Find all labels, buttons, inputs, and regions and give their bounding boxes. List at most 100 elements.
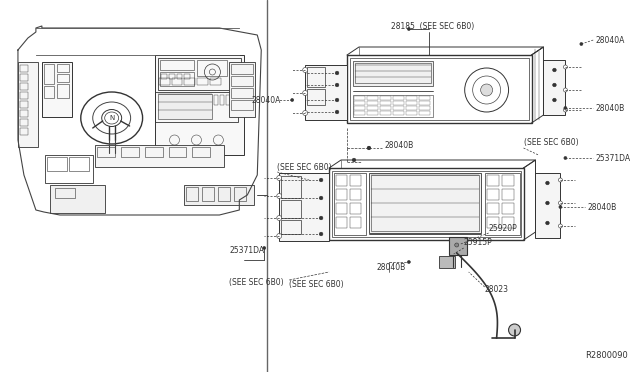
Bar — [184, 185, 254, 205]
Circle shape — [319, 178, 323, 182]
Bar — [20, 101, 28, 108]
Circle shape — [553, 68, 556, 72]
Bar — [486, 189, 499, 200]
Bar — [336, 189, 347, 200]
Bar — [281, 176, 301, 198]
Bar — [543, 60, 565, 115]
Ellipse shape — [102, 109, 122, 126]
Bar — [172, 78, 182, 85]
Bar — [121, 147, 139, 157]
Bar — [350, 203, 361, 214]
Bar — [350, 58, 529, 120]
Bar — [380, 111, 391, 115]
Bar — [369, 173, 481, 233]
Bar — [177, 74, 182, 79]
Text: 28185  (SEE SEC 6B0): 28185 (SEE SEC 6B0) — [391, 22, 474, 31]
Bar — [334, 173, 366, 235]
Bar — [353, 61, 433, 86]
Bar — [44, 86, 54, 98]
Text: (SEE SEC 6B0): (SEE SEC 6B0) — [277, 163, 332, 171]
Bar — [20, 83, 28, 90]
Bar — [218, 187, 230, 201]
Bar — [184, 74, 191, 79]
Bar — [281, 220, 301, 234]
Circle shape — [335, 83, 339, 87]
Bar — [486, 175, 499, 186]
Text: 25371DA: 25371DA — [229, 246, 264, 254]
Ellipse shape — [105, 112, 118, 124]
Bar — [332, 171, 520, 237]
Bar — [220, 95, 225, 105]
Bar — [42, 62, 72, 117]
Bar — [159, 78, 170, 85]
Circle shape — [319, 196, 323, 200]
Bar — [20, 74, 28, 81]
Bar — [380, 101, 391, 105]
Circle shape — [564, 157, 567, 160]
Bar — [211, 78, 221, 85]
Bar — [145, 147, 163, 157]
Bar — [198, 60, 227, 76]
Bar — [355, 63, 431, 83]
Text: 28040A: 28040A — [252, 96, 281, 105]
Bar — [157, 94, 212, 119]
Circle shape — [481, 84, 493, 96]
Bar — [157, 58, 241, 90]
Bar — [449, 237, 467, 255]
Bar — [354, 96, 365, 100]
Bar — [406, 96, 417, 100]
Bar — [406, 106, 417, 110]
Bar — [354, 101, 365, 105]
Circle shape — [291, 99, 294, 102]
Text: N: N — [109, 115, 115, 121]
Bar — [168, 74, 175, 79]
Bar — [198, 78, 209, 85]
Bar — [367, 96, 378, 100]
Bar — [214, 95, 218, 105]
Bar — [279, 173, 329, 241]
Circle shape — [546, 201, 549, 205]
Bar — [336, 217, 347, 228]
Bar — [502, 189, 513, 200]
Circle shape — [276, 215, 282, 221]
Bar — [419, 101, 430, 105]
Text: (SEE SEC 6B0): (SEE SEC 6B0) — [229, 279, 284, 288]
Bar — [393, 111, 404, 115]
Circle shape — [553, 98, 556, 102]
Text: 25920P: 25920P — [488, 224, 517, 232]
Bar — [161, 74, 166, 79]
Bar — [367, 101, 378, 105]
Text: R2800090: R2800090 — [586, 352, 628, 360]
Circle shape — [407, 28, 410, 31]
Circle shape — [563, 88, 568, 92]
Bar — [184, 78, 195, 85]
Bar — [20, 92, 28, 99]
Bar — [419, 111, 430, 115]
Text: 25371DA: 25371DA — [595, 154, 630, 163]
Bar — [168, 147, 186, 157]
Bar — [350, 175, 361, 186]
Bar — [406, 111, 417, 115]
Text: 28040B: 28040B — [385, 141, 414, 150]
Bar — [95, 145, 225, 167]
Bar — [336, 175, 347, 186]
Circle shape — [303, 67, 308, 73]
Bar — [353, 95, 433, 117]
Circle shape — [564, 106, 567, 109]
Circle shape — [276, 193, 282, 199]
Bar — [354, 106, 365, 110]
Bar — [159, 60, 195, 70]
Circle shape — [319, 232, 323, 236]
Bar — [367, 111, 378, 115]
Bar — [486, 217, 499, 228]
Bar — [227, 95, 230, 105]
Bar — [20, 65, 28, 72]
Bar — [50, 185, 105, 213]
Bar — [484, 173, 520, 235]
Bar — [502, 203, 513, 214]
Circle shape — [335, 98, 339, 102]
Text: 28023: 28023 — [484, 285, 509, 295]
Bar — [44, 64, 54, 84]
Text: (SEE SEC 6B0): (SEE SEC 6B0) — [289, 280, 344, 289]
Bar — [231, 64, 253, 74]
